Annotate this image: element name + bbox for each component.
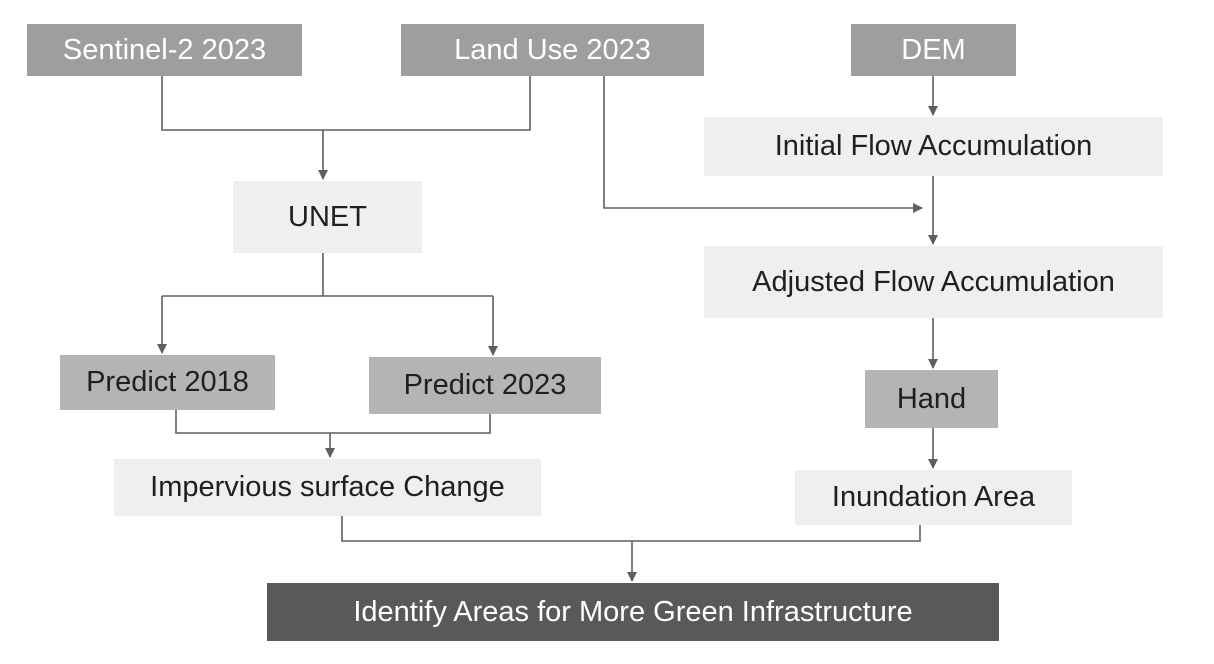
node-dem: DEM	[851, 24, 1016, 76]
arrow-landuse-to-flow	[603, 76, 923, 213]
node-identify-green-infrastructure: Identify Areas for More Green Infrastruc…	[267, 583, 999, 641]
connector-sentinel-landuse-to-unet	[161, 76, 531, 131]
connector-final-merge	[341, 516, 921, 542]
node-predict-2018: Predict 2018	[60, 355, 275, 410]
node-unet: UNET	[233, 181, 422, 253]
node-adjusted-flow-accumulation: Adjusted Flow Accumulation	[704, 246, 1163, 318]
node-inundation-area: Inundation Area	[795, 470, 1072, 525]
node-impervious-surface-change: Impervious surface Change	[114, 459, 541, 516]
connector-predictions-merge	[175, 410, 491, 434]
node-initial-flow-accumulation: Initial Flow Accumulation	[704, 117, 1163, 176]
node-hand: Hand	[865, 370, 998, 428]
connector-unet-split	[162, 253, 493, 297]
node-sentinel-2-2023: Sentinel-2 2023	[27, 24, 302, 76]
node-land-use-2023: Land Use 2023	[401, 24, 704, 76]
node-predict-2023: Predict 2023	[369, 357, 601, 414]
